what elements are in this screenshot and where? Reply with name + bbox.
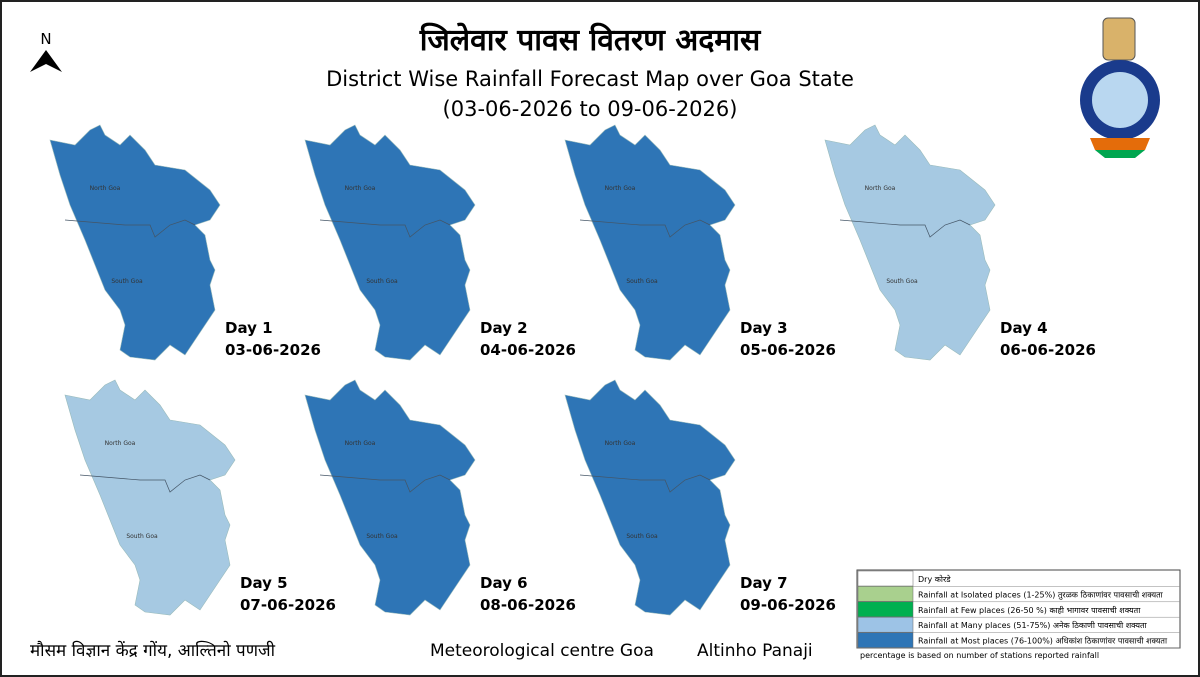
goa-shape <box>64 379 236 616</box>
district-label: North Goa <box>605 440 636 447</box>
district-boundary <box>319 474 451 493</box>
title-hindi: जिलेवार पावस वितरण अदमास <box>419 22 762 58</box>
district-map: North Goa South Goa Day 3 05-06-2026 <box>564 124 836 361</box>
district-label: South Goa <box>126 533 158 540</box>
district-label: South Goa <box>886 278 918 285</box>
day-label: Day 2 <box>480 319 528 337</box>
district-label: North Goa <box>345 185 376 192</box>
district-boundary <box>64 219 196 238</box>
north-arrow: N <box>30 30 62 72</box>
legend-label: Rainfall at Many places (51-75%) अनेक ठि… <box>918 620 1148 630</box>
district-label: South Goa <box>626 533 658 540</box>
date-label: 08-06-2026 <box>480 596 576 614</box>
day-label: Day 7 <box>740 574 788 592</box>
legend-swatch <box>857 570 914 587</box>
district-label: South Goa <box>626 278 658 285</box>
district-map: North Goa South Goa Day 7 09-06-2026 <box>564 379 836 616</box>
district-map: North Goa South Goa Day 4 06-06-2026 <box>824 124 1096 361</box>
district-boundary <box>319 219 451 238</box>
district-boundary <box>579 219 711 238</box>
district-boundary <box>579 474 711 493</box>
footer-office: Meteorological centre Goa <box>430 641 654 661</box>
legend-label: Dry कोरडे <box>918 574 951 584</box>
date-range: (03-06-2026 to 09-06-2026) <box>443 97 738 121</box>
day-label: Day 4 <box>1000 319 1048 337</box>
date-label: 07-06-2026 <box>240 596 336 614</box>
legend-swatch <box>857 616 914 633</box>
goa-shape <box>824 124 996 361</box>
footer-location: Altinho Panaji <box>697 641 813 661</box>
district-boundary <box>79 474 211 493</box>
date-label: 06-06-2026 <box>1000 341 1096 359</box>
day-label: Day 3 <box>740 319 788 337</box>
goa-shape <box>304 124 476 361</box>
date-label: 03-06-2026 <box>225 341 321 359</box>
legend-swatch <box>857 601 914 618</box>
legend-swatch <box>857 632 914 648</box>
district-map: North Goa South Goa Day 1 03-06-2026 <box>49 124 321 361</box>
date-label: 04-06-2026 <box>480 341 576 359</box>
date-label: 09-06-2026 <box>740 596 836 614</box>
date-label: 05-06-2026 <box>740 341 836 359</box>
goa-shape <box>564 379 736 616</box>
district-map: North Goa South Goa Day 6 08-06-2026 <box>304 379 576 616</box>
district-map: North Goa South Goa Day 5 07-06-2026 <box>64 379 336 616</box>
title-english: District Wise Rainfall Forecast Map over… <box>326 67 854 91</box>
district-label: North Goa <box>345 440 376 447</box>
imd-emblem <box>1080 17 1160 158</box>
legend-label: Rainfall at Few places (26-50 %) काही भा… <box>918 605 1141 615</box>
district-label: North Goa <box>105 440 136 447</box>
legend-label: Rainfall at Isolated places (1-25%) तुरळ… <box>918 589 1164 600</box>
district-label: North Goa <box>865 185 896 192</box>
goa-shape <box>49 124 221 361</box>
district-map: North Goa South Goa Day 2 04-06-2026 <box>304 124 576 361</box>
district-label: South Goa <box>366 278 398 285</box>
day-label: Day 1 <box>225 319 273 337</box>
goa-shape <box>564 124 736 361</box>
legend-note: percentage is based on number of station… <box>860 651 1099 660</box>
district-label: North Goa <box>605 185 636 192</box>
north-label: N <box>40 30 51 48</box>
district-boundary <box>839 219 971 238</box>
district-label: South Goa <box>366 533 398 540</box>
legend-label: Rainfall at Most places (76-100%) अधिकां… <box>918 636 1168 646</box>
goa-shape <box>304 379 476 616</box>
footer-hindi: मौसम विज्ञान केंद्र गोंय, आल्तिनो पणजी <box>30 640 276 661</box>
legend-swatch <box>857 586 914 602</box>
district-label: South Goa <box>111 278 143 285</box>
day-label: Day 5 <box>240 574 288 592</box>
day-label: Day 6 <box>480 574 528 592</box>
district-label: North Goa <box>90 185 121 192</box>
